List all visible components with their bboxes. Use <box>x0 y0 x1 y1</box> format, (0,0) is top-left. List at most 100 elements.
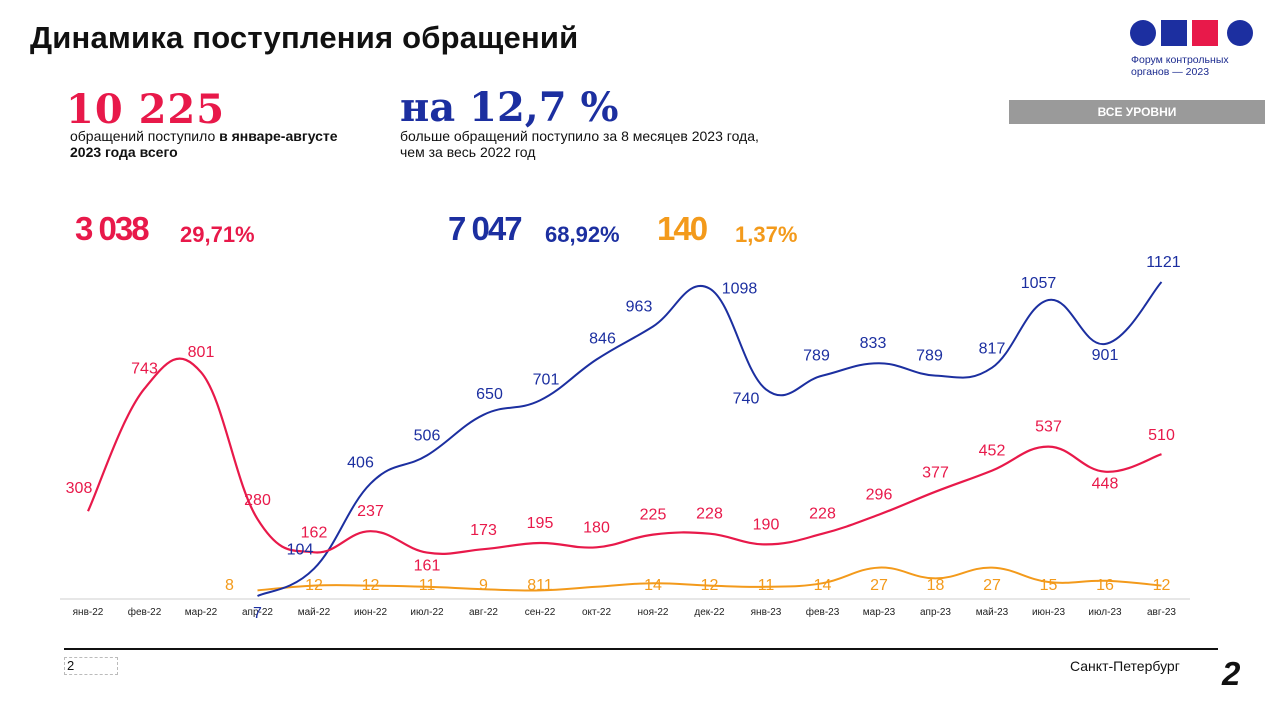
x-tick-label: май-23 <box>976 607 1009 618</box>
x-tick-label: май-22 <box>298 607 331 618</box>
blue-series-line <box>257 281 1163 597</box>
red-data-label: 161 <box>414 558 441 575</box>
x-tick-label: фев-22 <box>128 606 162 618</box>
red-data-label: 280 <box>244 492 271 509</box>
x-tick-label: фев-23 <box>806 606 840 618</box>
red-data-label: 801 <box>188 344 215 361</box>
orange-data-label: 12 <box>305 577 323 594</box>
growth-caption: больше обращений поступило за 8 месяцев … <box>400 128 759 160</box>
stat-red-value: 3 038 <box>75 210 150 247</box>
orange-data-label: 11 <box>419 577 436 594</box>
orange-data-label: 27 <box>983 577 1001 594</box>
x-tick-label: апр-22 <box>242 607 273 618</box>
x-tick-label: окт-22 <box>582 607 612 618</box>
red-data-label: 190 <box>753 516 780 533</box>
page-number-big: 2 <box>1222 655 1241 692</box>
blue-data-label: 406 <box>347 455 374 472</box>
x-tick-label: июн-23 <box>1032 607 1066 618</box>
city-label: Санкт-Петербург <box>1070 658 1180 674</box>
red-data-label: 228 <box>809 506 836 523</box>
orange-data-label: 811 <box>527 577 553 594</box>
blue-data-label: 506 <box>414 427 441 444</box>
x-tick-label: дек-22 <box>694 607 725 618</box>
blue-data-label: 1121 <box>1146 254 1181 271</box>
logo-caption: Форум контрольных органов — 2023 <box>1131 54 1229 78</box>
total-caption-normal: обращений поступило <box>70 128 220 144</box>
x-tick-label: авг-22 <box>469 607 498 618</box>
growth-value: на 12,7 % <box>400 84 618 131</box>
blue-data-label: 701 <box>533 371 560 388</box>
blue-data-label: 104 <box>287 542 314 559</box>
orange-data-label: 14 <box>814 577 832 594</box>
red-data-label: 225 <box>640 507 667 524</box>
red-data-label: 237 <box>357 503 384 520</box>
orange-data-label: 12 <box>362 577 380 594</box>
red-data-label: 308 <box>66 480 93 497</box>
stat-orange-value: 140 <box>657 210 708 247</box>
blue-data-label: 817 <box>979 341 1006 358</box>
stat-red-percent: 29,71% <box>180 222 255 247</box>
blue-data-label: 740 <box>733 390 760 407</box>
logo-caption-line2: органов — 2023 <box>1131 66 1210 78</box>
total-caption: обращений поступило в январе-августе 202… <box>70 128 360 160</box>
logo-shape-2 <box>1161 20 1187 46</box>
footer-divider <box>64 648 1218 650</box>
blue-data-label: 789 <box>803 348 830 365</box>
red-data-label: 537 <box>1035 419 1062 436</box>
x-tick-label: янв-23 <box>751 607 782 618</box>
orange-data-label: 18 <box>927 577 945 594</box>
blue-data-label: 1098 <box>722 280 758 297</box>
total-caption-bold: в январе-августе 2023 года всего <box>70 128 338 160</box>
x-tick-label: авг-23 <box>1147 607 1176 618</box>
blue-data-label: 901 <box>1092 347 1119 364</box>
orange-data-label: 8 <box>225 577 234 594</box>
red-data-label: 510 <box>1148 427 1175 444</box>
blue-data-label: 789 <box>916 348 943 365</box>
orange-data-label: 12 <box>1153 577 1171 594</box>
all-levels-button[interactable]: ВСЕ УРОВНИ <box>1009 100 1265 124</box>
x-tick-label: июл-22 <box>410 607 444 618</box>
x-tick-label: мар-23 <box>863 607 896 618</box>
blue-data-label: 7 <box>253 605 262 622</box>
red-data-label: 173 <box>470 522 497 539</box>
orange-data-label: 11 <box>758 577 775 594</box>
red-series-line <box>87 357 1162 555</box>
x-tick-label: июл-23 <box>1088 607 1122 618</box>
x-tick-label: сен-22 <box>525 607 556 618</box>
growth-prefix: на <box>400 84 470 131</box>
red-data-label: 448 <box>1092 476 1119 493</box>
red-data-label: 180 <box>583 519 610 536</box>
red-data-label: 377 <box>922 465 949 482</box>
blue-data-label: 846 <box>589 331 616 348</box>
x-tick-label: апр-23 <box>920 607 951 618</box>
logo-caption-line1: Форум контрольных <box>1131 54 1229 66</box>
red-data-label: 195 <box>527 515 554 532</box>
orange-series-line <box>257 566 1162 592</box>
orange-data-label: 12 <box>701 577 719 594</box>
stat-orange-percent: 1,37% <box>735 222 798 247</box>
orange-data-label: 16 <box>1096 577 1114 594</box>
stat-blue-percent: 68,92% <box>545 222 620 247</box>
page-title: Динамика поступления обращений <box>30 20 579 55</box>
x-tick-label: ноя-22 <box>638 607 669 618</box>
red-data-label: 162 <box>301 524 328 541</box>
growth-number: 12,7 % <box>469 84 619 131</box>
page-number-small: 2 <box>64 657 118 675</box>
red-data-label: 296 <box>866 487 893 504</box>
stat-blue-value: 7 047 <box>448 210 523 247</box>
total-value: 10 225 <box>66 86 226 133</box>
blue-data-label: 963 <box>626 299 653 316</box>
red-data-label: 743 <box>131 361 158 378</box>
logo-shape-4 <box>1227 20 1253 46</box>
blue-data-label: 1057 <box>1021 275 1057 292</box>
orange-data-label: 27 <box>870 577 888 594</box>
logo <box>1130 20 1253 46</box>
x-tick-label: июн-22 <box>354 607 388 618</box>
logo-shape-1 <box>1130 20 1156 46</box>
x-tick-label: мар-22 <box>185 607 218 618</box>
blue-data-label: 650 <box>476 386 503 403</box>
red-data-label: 228 <box>696 506 723 523</box>
orange-data-label: 14 <box>644 577 662 594</box>
red-data-label: 452 <box>979 443 1006 460</box>
